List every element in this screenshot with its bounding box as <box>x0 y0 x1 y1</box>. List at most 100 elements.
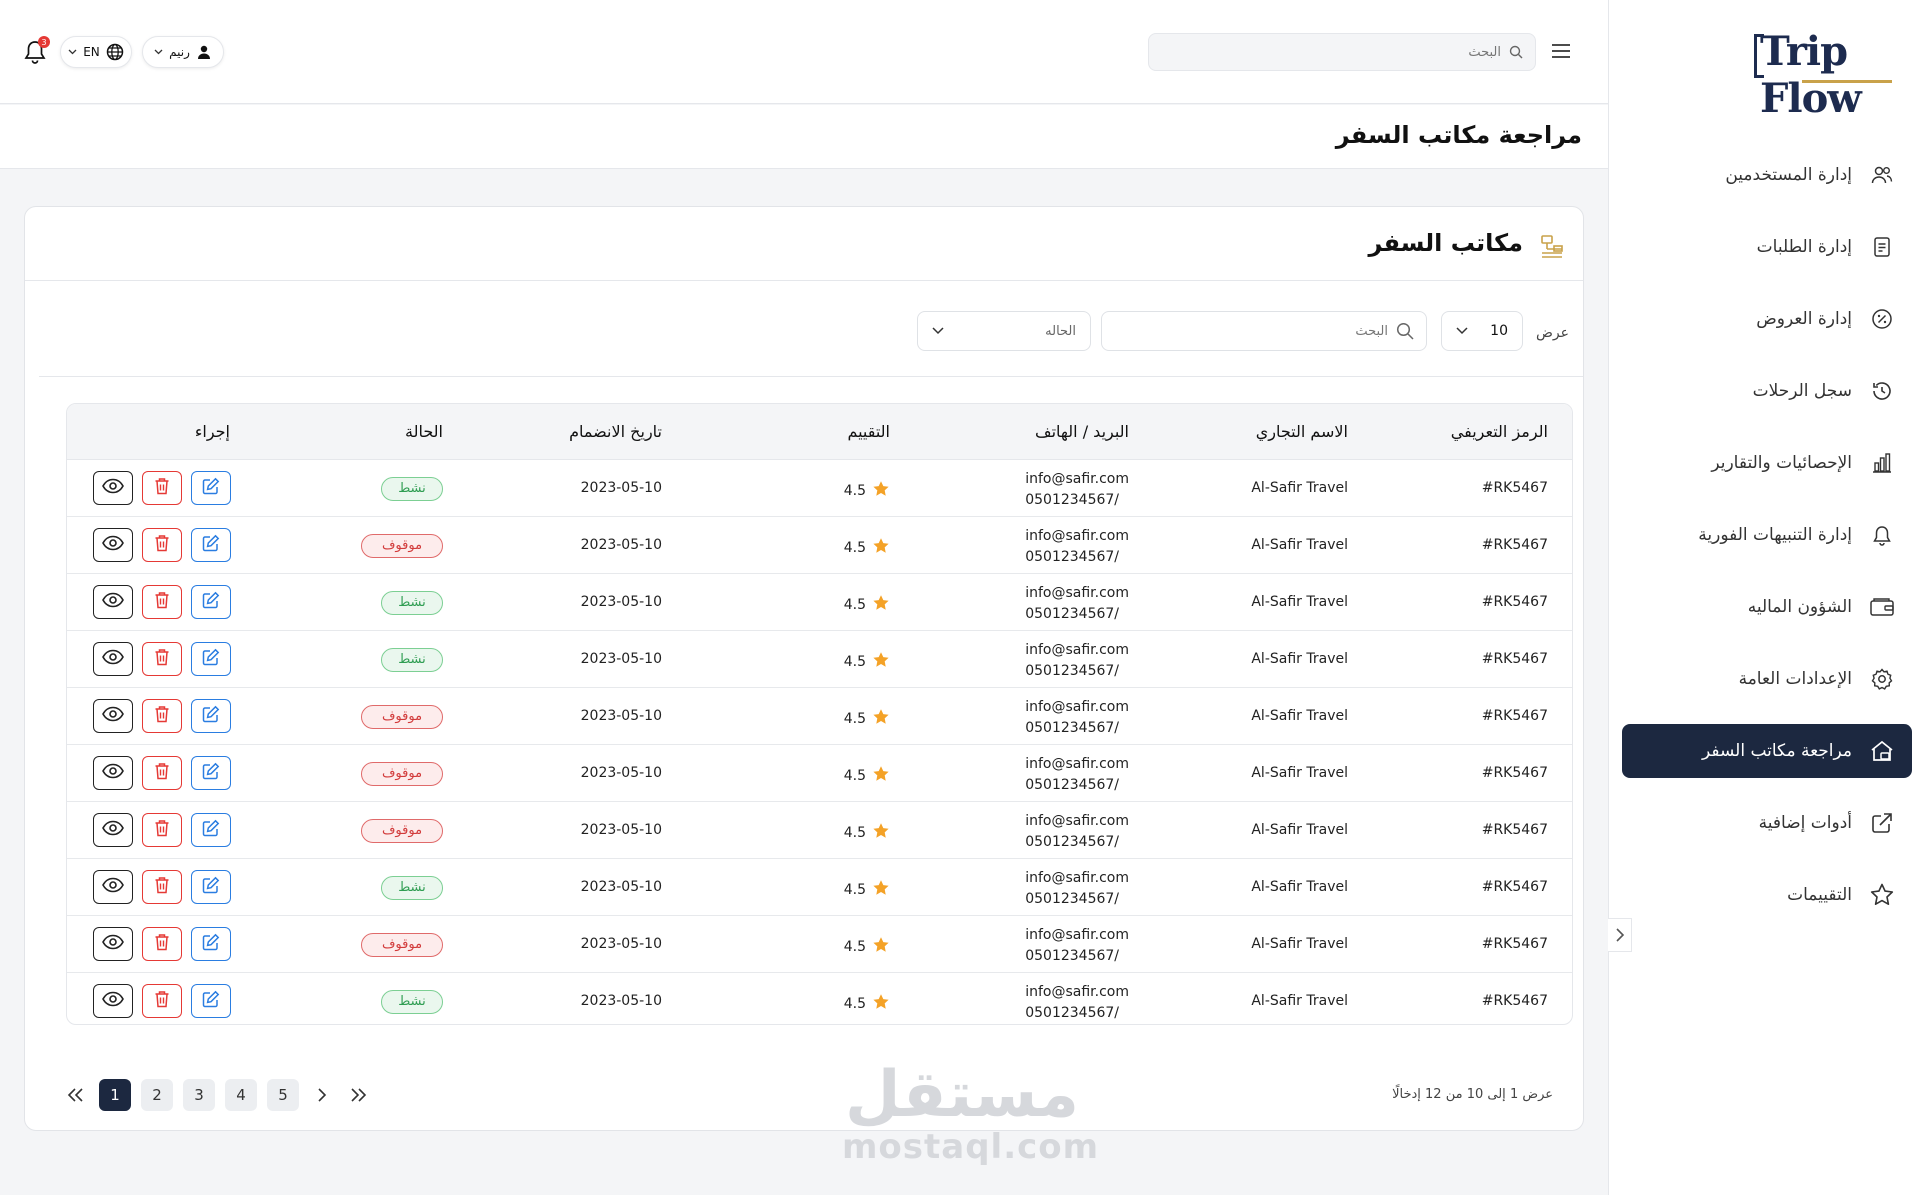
first-page-button[interactable] <box>63 1079 89 1111</box>
logo-bracket <box>1754 34 1764 78</box>
delete-button[interactable] <box>142 642 182 676</box>
user-icon <box>197 45 210 59</box>
per-page-select[interactable]: 10 <box>1441 311 1523 351</box>
office-email: info@safir.com <box>1025 642 1129 658</box>
office-contact: info@safir.com 0501234567/ <box>1025 868 1129 910</box>
notifications-button[interactable]: 3 <box>24 36 50 66</box>
edit-button[interactable] <box>191 585 231 619</box>
star-icon <box>1868 881 1896 909</box>
view-button[interactable] <box>93 813 133 847</box>
view-button[interactable] <box>93 984 133 1018</box>
delete-button[interactable] <box>142 984 182 1018</box>
page-button-5[interactable]: 5 <box>267 1079 299 1111</box>
office-rating: 4.5 <box>844 936 890 958</box>
edit-button[interactable] <box>191 813 231 847</box>
edit-button[interactable] <box>191 528 231 562</box>
view-button[interactable] <box>93 585 133 619</box>
delete-button[interactable] <box>142 528 182 562</box>
star-icon <box>872 993 890 1015</box>
rating-value: 4.5 <box>843 597 866 613</box>
language-switcher[interactable]: EN <box>60 36 132 68</box>
menu-button[interactable] <box>1548 38 1574 64</box>
page-button-1[interactable]: 1 <box>99 1079 131 1111</box>
sidebar-item-8[interactable]: مراجعة مكاتب السفر <box>1622 724 1912 778</box>
double-chevron-left-icon <box>67 1088 83 1102</box>
sidebar-item-7[interactable]: الإعدادات العامة <box>1622 652 1912 706</box>
table-row: #RK5467 Al-Safir Travel info@safir.com 0501… <box>67 859 1572 916</box>
page-button-2[interactable]: 2 <box>141 1079 173 1111</box>
last-page-button[interactable] <box>345 1079 371 1111</box>
table-search[interactable] <box>1101 311 1427 351</box>
column-header-status[interactable]: الحالة <box>405 422 443 441</box>
page-button-3[interactable]: 3 <box>183 1079 215 1111</box>
column-header-id[interactable]: الرمز التعريفي <box>1450 422 1548 441</box>
view-button[interactable] <box>93 870 133 904</box>
delete-button[interactable] <box>142 813 182 847</box>
edit-button[interactable] <box>191 642 231 676</box>
sidebar-item-10[interactable]: التقييمات <box>1622 868 1912 922</box>
view-button[interactable] <box>93 471 133 505</box>
view-button[interactable] <box>93 756 133 790</box>
top-search-input[interactable] <box>1181 44 1501 60</box>
status-badge: نشط <box>381 990 443 1014</box>
delete-button[interactable] <box>142 471 182 505</box>
eye-icon <box>102 592 124 612</box>
page-button-4[interactable]: 4 <box>225 1079 257 1111</box>
chevron-down-icon <box>68 49 77 55</box>
rating-value: 4.5 <box>843 540 866 556</box>
status-cell: موقوف <box>361 819 443 843</box>
column-header-rating[interactable]: التقييم <box>847 422 890 441</box>
view-button[interactable] <box>93 699 133 733</box>
view-button[interactable] <box>93 528 133 562</box>
delete-button[interactable] <box>142 927 182 961</box>
sidebar-item-6[interactable]: الشؤون الماليه <box>1622 580 1912 634</box>
sidebar-item-1[interactable]: إدارة الطلبات <box>1622 220 1912 274</box>
sidebar-item-0[interactable]: إدارة المستخدمين <box>1622 148 1912 202</box>
top-search[interactable] <box>1148 33 1536 71</box>
edit-button[interactable] <box>191 984 231 1018</box>
sidebar-collapse-button[interactable] <box>1608 918 1632 952</box>
office-id: #RK5467 <box>1481 936 1548 952</box>
edit-button[interactable] <box>191 699 231 733</box>
view-button[interactable] <box>93 927 133 961</box>
watermark-arabic: مستقل <box>844 1058 1080 1132</box>
edit-button[interactable] <box>191 471 231 505</box>
sidebar-item-3[interactable]: سجل الرحلات <box>1622 364 1912 418</box>
row-actions <box>93 870 231 904</box>
logo[interactable]: Trip Flow <box>1754 28 1900 122</box>
row-actions <box>93 984 231 1018</box>
table-row: #RK5467 Al-Safir Travel info@safir.com 0501… <box>67 460 1572 517</box>
status-cell: نشط <box>381 990 443 1014</box>
sidebar-item-4[interactable]: الإحصائيات والتقارير <box>1622 436 1912 490</box>
sidebar-item-2[interactable]: إدارة العروض <box>1622 292 1912 346</box>
table-row: #RK5467 Al-Safir Travel info@safir.com 0501… <box>67 574 1572 631</box>
table-search-input[interactable] <box>1128 323 1388 339</box>
next-page-button[interactable] <box>309 1079 335 1111</box>
edit-button[interactable] <box>191 927 231 961</box>
delete-button[interactable] <box>142 585 182 619</box>
column-header-date[interactable]: تاريخ الانضمام <box>569 422 662 441</box>
status-badge: نشط <box>381 648 443 672</box>
office-id: #RK5467 <box>1481 651 1548 667</box>
column-header-name[interactable]: الاسم التجاري <box>1255 422 1348 441</box>
chevron-down-icon <box>932 327 944 335</box>
document-icon <box>1868 233 1896 261</box>
join-date: 2023-05-10 <box>580 480 662 496</box>
delete-button[interactable] <box>142 756 182 790</box>
delete-button[interactable] <box>142 699 182 733</box>
edit-button[interactable] <box>191 870 231 904</box>
sidebar-item-9[interactable]: أدوات إضافية <box>1622 796 1912 850</box>
trash-icon <box>154 591 170 613</box>
office-rating: 4.5 <box>844 822 890 844</box>
edit-icon <box>202 819 220 841</box>
office-contact: info@safir.com 0501234567/ <box>1025 697 1129 739</box>
user-menu[interactable]: رنيم <box>142 36 224 68</box>
edit-button[interactable] <box>191 756 231 790</box>
delete-button[interactable] <box>142 870 182 904</box>
trash-icon <box>154 477 170 499</box>
sidebar-item-5[interactable]: إدارة التنبيهات الفورية <box>1622 508 1912 562</box>
status-filter-select[interactable]: الحاله <box>917 311 1091 351</box>
column-header-contact[interactable]: البريد / الهاتف <box>1035 422 1129 441</box>
office-contact: info@safir.com 0501234567/ <box>1025 526 1129 568</box>
view-button[interactable] <box>93 642 133 676</box>
